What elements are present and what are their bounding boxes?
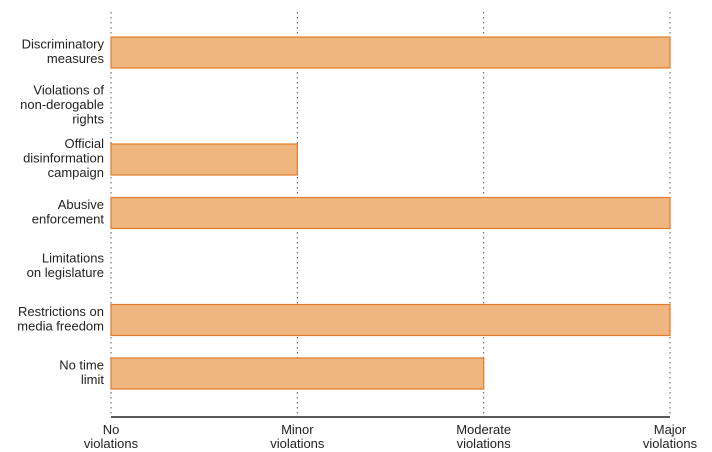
category-label-restrictions-on-media-freedom: Restrictions on media freedom (17, 304, 104, 334)
category-label-discriminatory-measures: Discriminatory measures (22, 37, 105, 67)
x-tick-label-no-violations: No violations (84, 422, 139, 451)
category-labels: Discriminatory measures Violations of non-d… (17, 37, 104, 388)
category-label-limitations-on-legislature: Limitations on legislature (27, 251, 105, 281)
category-label-no-time-limit: No time limit (59, 358, 104, 388)
x-tick-label-major-violations: Major violations (643, 422, 698, 451)
bar-discriminatory-measures (110, 36, 671, 69)
bar-restrictions-on-media-freedom (110, 303, 671, 337)
bar-no-time-limit (110, 357, 485, 390)
x-tick-labels: No violations Minor violations Moderate viola… (84, 422, 698, 451)
bar-official-disinformation-campaign (110, 143, 298, 176)
bar-abusive-enforcement (110, 196, 671, 230)
bars (110, 36, 671, 390)
x-tick-label-minor-violations: Minor violations (270, 422, 325, 451)
category-label-violations-of-non-derogable-rights: Violations of non-derogable rights (20, 83, 104, 127)
category-label-official-disinformation-campaign: Official disinformation campaign (23, 136, 104, 180)
x-tick-label-moderate-violations: Moderate violations (456, 422, 511, 451)
category-label-abusive-enforcement: Abusive enforcement (32, 197, 105, 227)
